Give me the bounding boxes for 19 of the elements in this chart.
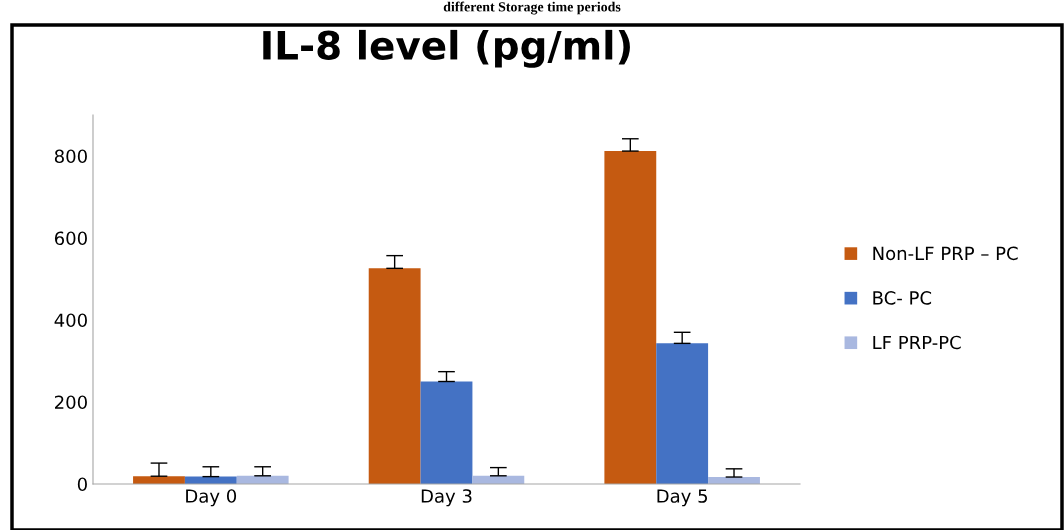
legend-label: Non-LF PRP – PC [873,246,1018,261]
y-tick-label: 400 [54,313,87,328]
x-tick-label: Day 0 [186,489,237,507]
y-tick-label: 0 [77,477,87,492]
y-tick-label: 200 [55,395,87,410]
text: different Storage time periods [443,1,621,15]
y-tick-label: 800 [54,149,87,164]
x-tick-label: Day 3 [421,489,472,507]
bar [236,475,289,484]
legend-label: BC- PC [873,291,932,305]
bar [604,151,657,484]
bar [368,268,421,484]
legend-label: LF PRP-PC [873,335,961,350]
bar [472,475,525,484]
y-tick-label: 600 [54,231,87,246]
bar [656,343,709,484]
x-tick-label: Day 5 [657,489,708,507]
chart-title: IL-8 level (pg/ml) [263,29,630,68]
bar [420,381,473,484]
